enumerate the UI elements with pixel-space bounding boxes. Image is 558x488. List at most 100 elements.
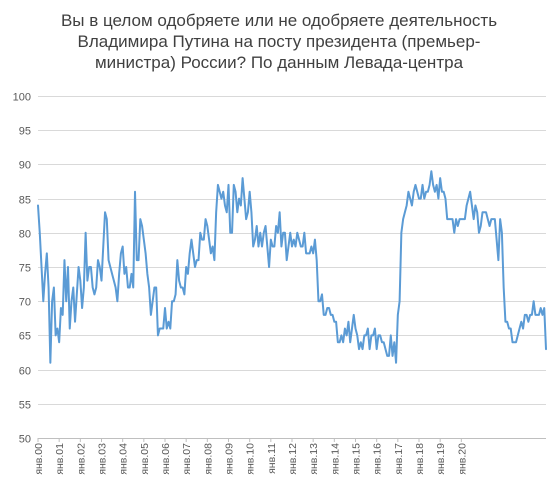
data-point xyxy=(49,362,51,364)
data-point xyxy=(392,355,394,357)
data-point xyxy=(330,314,332,316)
data-point xyxy=(229,232,231,234)
data-point xyxy=(471,204,473,206)
x-tick-label: янв.09 xyxy=(224,443,236,475)
data-point xyxy=(162,328,164,330)
data-point xyxy=(159,328,161,330)
x-tick-label: янв.15 xyxy=(351,443,363,475)
data-point xyxy=(305,252,307,254)
data-point xyxy=(247,211,249,213)
data-point xyxy=(522,328,524,330)
data-point xyxy=(63,259,65,261)
x-tick-label: янв.13 xyxy=(308,443,320,475)
data-point xyxy=(231,232,233,234)
data-point xyxy=(459,218,461,220)
data-point xyxy=(97,259,99,261)
data-point xyxy=(235,191,237,193)
data-point xyxy=(390,334,392,336)
data-point xyxy=(180,287,182,289)
data-point xyxy=(367,328,369,330)
data-point xyxy=(122,245,124,247)
data-point xyxy=(51,300,53,302)
data-point xyxy=(266,245,268,247)
data-point xyxy=(533,300,535,302)
data-point xyxy=(480,225,482,227)
data-point xyxy=(171,300,173,302)
data-point xyxy=(41,266,43,268)
x-tick-label: янв.11 xyxy=(266,443,278,474)
data-point xyxy=(504,321,506,323)
y-tick-label: 80 xyxy=(19,229,31,241)
data-point xyxy=(85,232,87,234)
data-point xyxy=(326,307,328,309)
data-point xyxy=(353,314,355,316)
data-point xyxy=(212,245,214,247)
data-point xyxy=(187,273,189,275)
data-point xyxy=(280,245,282,247)
data-point xyxy=(92,287,94,289)
data-point xyxy=(236,211,238,213)
data-point xyxy=(226,211,228,213)
data-point xyxy=(510,328,512,330)
data-point xyxy=(388,355,390,357)
data-point xyxy=(123,273,125,275)
data-point xyxy=(88,266,90,268)
data-point xyxy=(307,252,309,254)
data-point xyxy=(55,334,57,336)
data-point xyxy=(213,259,215,261)
data-point xyxy=(62,314,64,316)
data-point xyxy=(37,204,39,206)
data-point xyxy=(125,266,127,268)
data-point xyxy=(351,328,353,330)
data-point xyxy=(545,348,547,350)
data-point xyxy=(101,280,103,282)
data-point xyxy=(303,232,305,234)
data-point xyxy=(69,328,71,330)
data-point xyxy=(166,328,168,330)
data-point xyxy=(153,287,155,289)
data-point xyxy=(252,245,254,247)
x-tick-label: янв.04 xyxy=(118,443,130,475)
data-point xyxy=(238,198,240,200)
data-point xyxy=(198,259,200,261)
data-point xyxy=(286,259,288,261)
data-point xyxy=(291,245,293,247)
data-point xyxy=(501,232,503,234)
data-point xyxy=(138,259,140,261)
data-point xyxy=(39,232,41,234)
data-point xyxy=(452,218,454,220)
data-point xyxy=(376,348,378,350)
data-point xyxy=(490,218,492,220)
data-point xyxy=(531,314,533,316)
data-point xyxy=(104,211,106,213)
data-point xyxy=(339,341,341,343)
data-point xyxy=(455,218,457,220)
data-point xyxy=(155,287,157,289)
data-point xyxy=(529,314,531,316)
data-point xyxy=(515,341,517,343)
data-point xyxy=(317,300,319,302)
data-point xyxy=(272,245,274,247)
data-point xyxy=(441,191,443,193)
data-point xyxy=(325,314,327,316)
data-point xyxy=(386,355,388,357)
data-point xyxy=(81,307,83,309)
data-point xyxy=(402,218,404,220)
data-point xyxy=(476,211,478,213)
x-tick-label: янв.07 xyxy=(181,443,193,475)
data-point xyxy=(369,348,371,350)
data-point xyxy=(141,225,143,227)
data-point xyxy=(399,300,401,302)
data-point xyxy=(58,341,60,343)
data-point xyxy=(517,334,519,336)
data-point xyxy=(95,287,97,289)
data-point xyxy=(65,300,67,302)
data-point xyxy=(67,266,69,268)
data-point xyxy=(478,232,480,234)
data-point xyxy=(541,314,543,316)
data-point xyxy=(42,300,44,302)
data-point xyxy=(118,273,120,275)
y-tick-label: 90 xyxy=(19,160,31,172)
data-point xyxy=(86,280,88,282)
data-point xyxy=(422,184,424,186)
